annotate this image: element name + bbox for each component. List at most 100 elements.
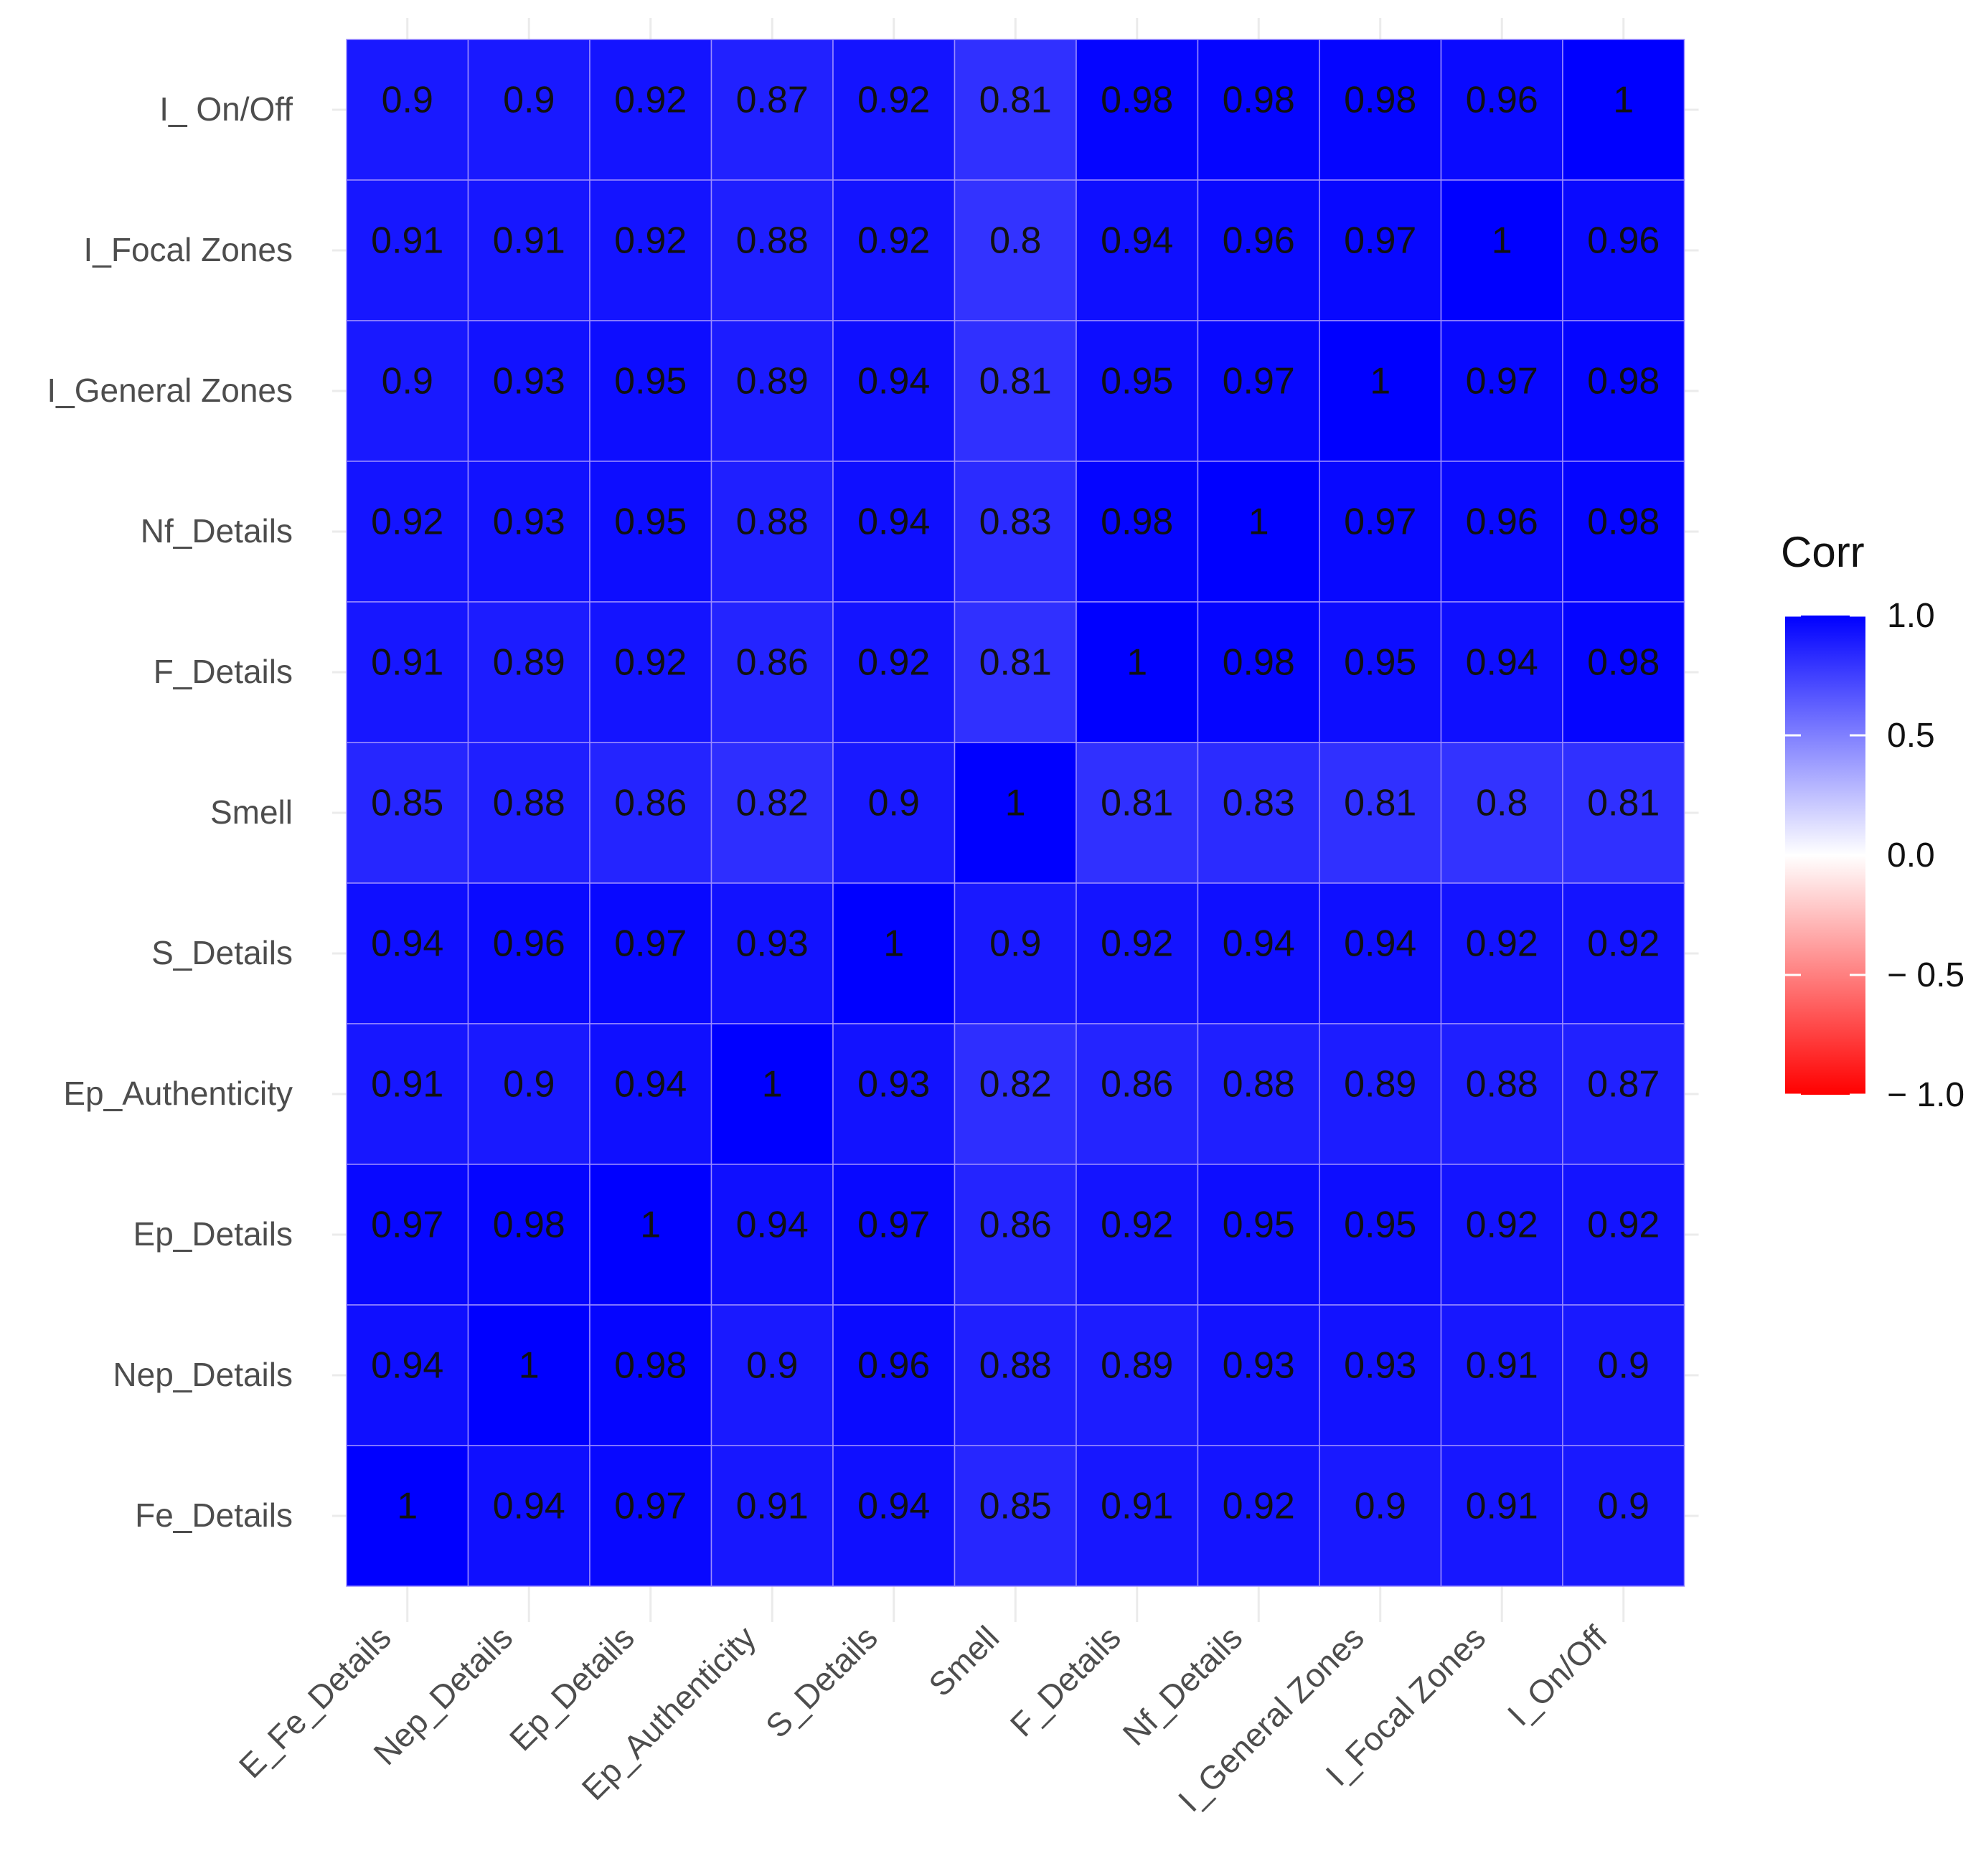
cell-value-label: 0.86 (736, 642, 809, 684)
cell-value-label: 0.9 (503, 1064, 555, 1106)
heatmap-cell (1562, 882, 1685, 1024)
cell-value-label: 0.98 (1587, 642, 1660, 684)
heatmap-cell (1197, 320, 1320, 462)
cell-value-label: 0.9 (868, 783, 920, 824)
y-tick-label: Nf_Details (141, 512, 293, 550)
y-tick-label: I_General Zones (47, 372, 293, 409)
heatmap-cell (1076, 39, 1199, 181)
y-tick-label: F_Details (154, 653, 293, 690)
heatmap-cell (1562, 742, 1685, 884)
heatmap-cell (832, 320, 956, 462)
cell-value-label: 0.87 (1587, 1064, 1660, 1106)
heatmap-cell (589, 1445, 712, 1587)
cell-value-label: 0.92 (371, 501, 443, 543)
cell-value-label: 0.81 (979, 642, 1052, 684)
heatmap-cell (1440, 320, 1563, 462)
cell-value-label: 0.9 (1355, 1486, 1406, 1527)
heatmap-cell (1197, 1445, 1320, 1587)
heatmap-cell (954, 1023, 1077, 1165)
heatmap-cell (1562, 320, 1685, 462)
heatmap-cell (467, 742, 590, 884)
heatmap-cell (954, 742, 1077, 884)
heatmap-cell (832, 882, 956, 1024)
heatmap-cell (1440, 179, 1563, 321)
cell-value-label: 0.94 (614, 1064, 687, 1106)
cell-value-label: 0.98 (1101, 80, 1173, 121)
heatmap-cell (954, 1164, 1077, 1306)
heatmap-cell (467, 882, 590, 1024)
heatmap-cell (1440, 742, 1563, 884)
cell-value-label: 0.93 (493, 361, 565, 402)
heatmap-cell (1076, 461, 1199, 603)
cell-value-label: 0.9 (382, 361, 433, 402)
heatmap-cell (1076, 1164, 1199, 1306)
heatmap-cell (1562, 1445, 1685, 1587)
heatmap-cell (710, 39, 834, 181)
heatmap-cell (589, 882, 712, 1024)
y-tick-label: Ep_Details (133, 1215, 293, 1253)
heatmap-cell (346, 882, 469, 1024)
heatmap-cell (710, 179, 834, 321)
cell-value-label: 0.88 (1223, 1064, 1295, 1106)
heatmap-cell (954, 882, 1077, 1024)
heatmap-cell (1197, 39, 1320, 181)
heatmap-cell (346, 1023, 469, 1165)
heatmap-cell (467, 1023, 590, 1165)
heatmap-cell (1076, 742, 1199, 884)
cell-value-label: 0.97 (857, 1205, 930, 1246)
x-axis-tick-labels: E_Fe_DetailsNep_DetailsEp_DetailsEp_Auth… (232, 1618, 1614, 1819)
cell-value-label: 0.97 (1466, 361, 1538, 402)
heatmap-cell (467, 461, 590, 603)
cell-value-label: 0.94 (857, 1486, 930, 1527)
cell-value-label: 0.98 (1101, 501, 1173, 543)
cell-value-label: 0.95 (1344, 1205, 1416, 1246)
heatmap-cell (832, 1445, 956, 1587)
heatmap-cell (1319, 882, 1442, 1024)
cell-value-label: 0.9 (1598, 1345, 1649, 1387)
cell-value-label: 0.92 (614, 642, 687, 684)
cell-value-label: 1 (397, 1486, 418, 1527)
x-tick-label: S_Details (758, 1618, 885, 1745)
cell-value-label: 0.98 (1587, 361, 1660, 402)
cell-value-label: 0.97 (1344, 220, 1416, 262)
cell-value-label: 0.92 (1466, 1205, 1538, 1246)
heatmap-cell (346, 179, 469, 321)
cell-value-label: 1 (1126, 642, 1147, 684)
cell-value-label: 0.81 (979, 361, 1052, 402)
cell-value-label: 0.81 (1587, 783, 1660, 824)
cell-value-label: 0.91 (371, 642, 443, 684)
cell-value-label: 0.87 (736, 80, 809, 121)
heatmap-cell (589, 320, 712, 462)
cell-value-label: 0.86 (614, 783, 687, 824)
heatmap-cell (1562, 601, 1685, 743)
heatmap-cell (467, 1445, 590, 1587)
cell-value-label: 0.94 (1344, 923, 1416, 965)
heatmap-cell (832, 742, 956, 884)
cell-value-label: 0.96 (1466, 80, 1538, 121)
heatmap-cell (1076, 1023, 1199, 1165)
heatmap-cell (710, 1304, 834, 1446)
heatmap-cell (1319, 1304, 1442, 1446)
heatmap-cell (1562, 39, 1685, 181)
cell-value-label: 0.8 (1476, 783, 1528, 824)
cell-value-label: 0.92 (857, 642, 930, 684)
cell-value-label: 0.94 (857, 361, 930, 402)
legend-tick-label: 0.5 (1887, 717, 1935, 755)
cell-value-label: 0.96 (1587, 220, 1660, 262)
heatmap-cell (1440, 882, 1563, 1024)
heatmap-cell (1562, 1304, 1685, 1446)
heatmap-cell (1319, 1023, 1442, 1165)
y-tick-label: Ep_Authenticity (63, 1075, 293, 1112)
cell-value-label: 0.96 (857, 1345, 930, 1387)
y-tick-label: Fe_Details (135, 1496, 293, 1534)
cell-value-label: 0.95 (1223, 1205, 1295, 1246)
y-axis-tick-labels: I_ On/Off I_Focal Zones I_General Zones Nf_… (47, 90, 293, 1534)
cell-value-label: 0.81 (1344, 783, 1416, 824)
cell-value-label: 1 (1492, 220, 1512, 262)
cell-value-label: 0.92 (857, 220, 930, 262)
cell-value-label: 1 (883, 923, 904, 965)
cell-value-label: 1 (1370, 361, 1390, 402)
heatmap-cell (832, 601, 956, 743)
heatmap-cell (589, 179, 712, 321)
x-tick-label: Nf_Details (1116, 1618, 1250, 1753)
